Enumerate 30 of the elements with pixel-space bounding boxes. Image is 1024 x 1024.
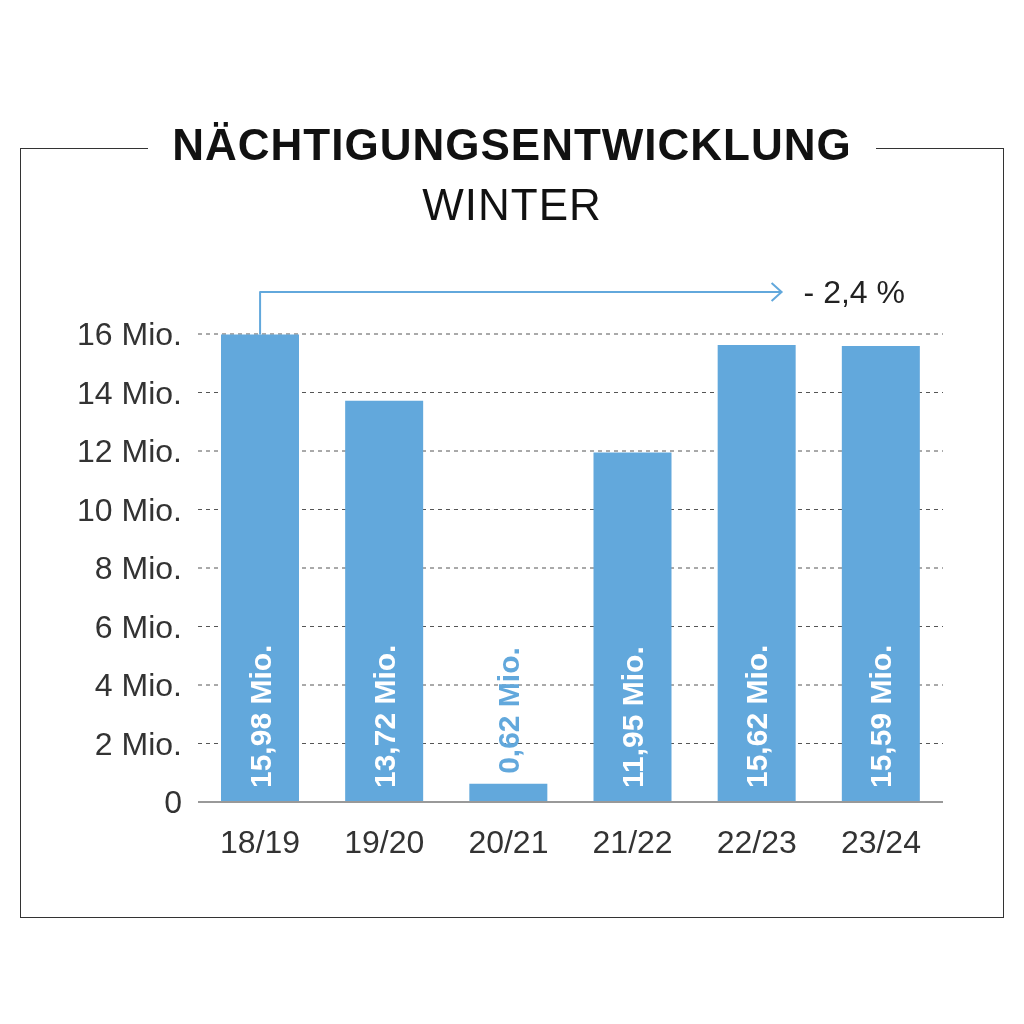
bar bbox=[593, 452, 672, 802]
y-tick-label: 16 Mio. bbox=[77, 316, 182, 353]
bar bbox=[717, 345, 796, 802]
x-tick-label: 20/21 bbox=[468, 823, 549, 860]
data-label: 15,62 Mio. bbox=[740, 644, 774, 788]
x-tick-label: 23/24 bbox=[840, 823, 921, 860]
y-tick-label: 4 Mio. bbox=[94, 667, 182, 704]
bar bbox=[345, 400, 424, 802]
y-tick-label: 6 Mio. bbox=[94, 608, 182, 645]
bar bbox=[469, 783, 548, 802]
y-tick-label: 12 Mio. bbox=[77, 433, 182, 470]
data-label: 15,59 Mio. bbox=[864, 644, 898, 788]
chart-subtitle: WINTER bbox=[421, 180, 603, 230]
bar bbox=[221, 334, 299, 802]
x-tick-label: 21/22 bbox=[592, 823, 673, 860]
chart-title: NÄCHTIGUNGSENTWICKLUNG bbox=[148, 120, 876, 169]
y-tick-label: 2 Mio. bbox=[94, 725, 182, 762]
data-label: 15,98 Mio. bbox=[243, 644, 277, 788]
y-tick-label: 0 bbox=[164, 784, 182, 821]
x-tick-label: 22/23 bbox=[716, 823, 797, 860]
data-label: 11,95 Mio. bbox=[616, 646, 649, 788]
y-tick-label: 8 Mio. bbox=[94, 550, 182, 587]
text: - 2,4 % bbox=[803, 274, 905, 310]
x-tick-label: 18/19 bbox=[220, 823, 301, 860]
y-tick-label: 14 Mio. bbox=[77, 374, 182, 411]
x-tick-label: 19/20 bbox=[344, 823, 425, 860]
data-label: 0,62 Mio. bbox=[491, 647, 525, 774]
data-label: 13,72 Mio. bbox=[367, 644, 401, 788]
bar bbox=[841, 345, 920, 802]
y-tick-label: 10 Mio. bbox=[77, 491, 182, 528]
